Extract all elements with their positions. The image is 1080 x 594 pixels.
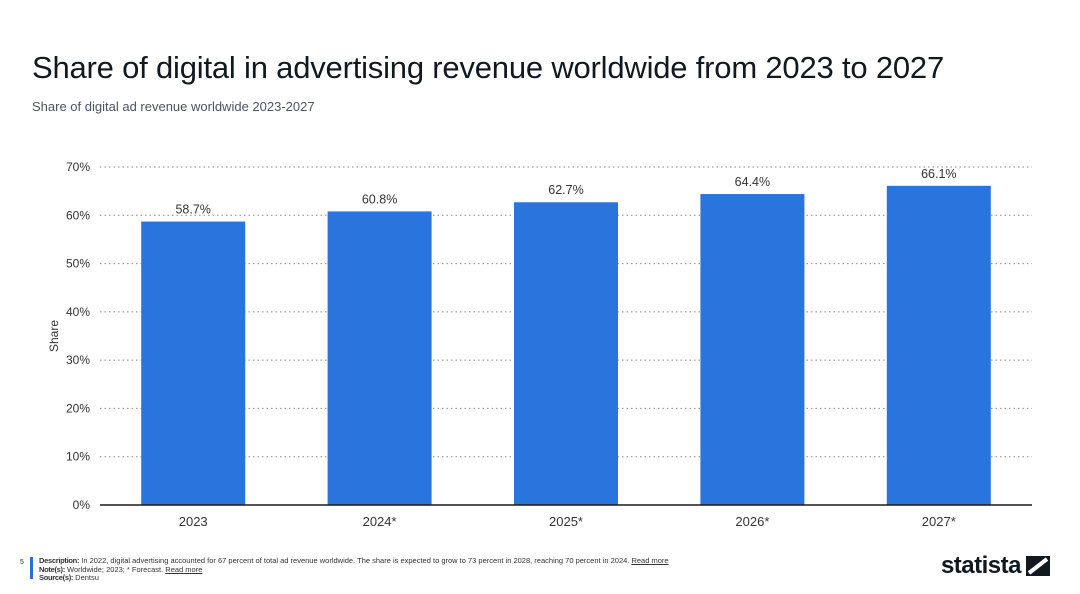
bar[interactable]: [327, 211, 432, 505]
footer-accent-bar: [30, 557, 33, 579]
x-tick-label: 2024*: [363, 514, 397, 529]
y-tick-label: 50%: [66, 257, 90, 271]
description-label: Description:: [39, 556, 80, 565]
bar-value-label: 60.8%: [362, 192, 397, 206]
x-axis-ticks: 2023 2024* 2025* 2026* 2027*: [179, 514, 956, 529]
description-text: In 2022, digital advertising accounted f…: [79, 556, 630, 565]
footer-source: Source(s): Dentsu: [39, 573, 839, 583]
chart-subtitle: Share of digital ad revenue worldwide 20…: [32, 99, 315, 114]
bar[interactable]: [514, 202, 618, 505]
source-text: Dentsu: [73, 573, 99, 582]
footer-description: Description: In 2022, digital advertisin…: [39, 556, 839, 566]
statista-logo-icon: [1026, 556, 1050, 576]
x-tick-label: 2026*: [735, 514, 769, 529]
read-more-link-description[interactable]: Read more: [631, 556, 669, 565]
x-tick-label: 2023: [179, 514, 208, 529]
y-axis-ticks: 0% 10% 20% 30% 40% 50% 60% 70%: [66, 160, 90, 512]
y-axis-label: Share: [47, 320, 61, 352]
footer-note: Note(s): Worldwide; 2023; * Forecast. Re…: [39, 564, 839, 575]
y-tick-label: 10%: [66, 450, 90, 464]
x-tick-label: 2027*: [922, 514, 956, 529]
value-labels: 58.7% 60.8% 62.7% 64.4% 66.1%: [175, 167, 956, 217]
statista-brand[interactable]: statista: [941, 552, 1050, 580]
bars: [141, 185, 991, 506]
y-tick-label: 40%: [66, 305, 90, 319]
bar-value-label: 64.4%: [735, 175, 770, 189]
y-tick-label: 70%: [66, 160, 90, 174]
bar[interactable]: [886, 185, 991, 505]
read-more-link-note[interactable]: Read more: [165, 564, 203, 574]
bar-value-label: 58.7%: [175, 203, 210, 217]
x-tick-label: 2025*: [549, 514, 583, 529]
bar[interactable]: [141, 221, 246, 505]
note-label: Note(s):: [39, 564, 65, 574]
bar-value-label: 62.7%: [548, 183, 583, 197]
y-tick-label: 20%: [66, 401, 90, 415]
y-tick-label: 30%: [66, 353, 90, 367]
bar[interactable]: [700, 194, 805, 506]
bar-value-label: 66.1%: [921, 167, 956, 181]
y-tick-label: 0%: [73, 498, 91, 512]
note-text: Worldwide; 2023; * Forecast.: [64, 564, 164, 574]
source-label: Source(s):: [39, 573, 74, 582]
y-tick-label: 60%: [66, 208, 90, 222]
page-number: 5: [20, 559, 24, 566]
bar-chart: 0% 10% 20% 30% 40% 50% 60% 70% 58.7% 60.8% 62.7% 6…: [47, 160, 1032, 529]
chart-title: Share of digital in advertising revenue …: [32, 50, 944, 85]
brand-name: statista: [940, 552, 1022, 579]
